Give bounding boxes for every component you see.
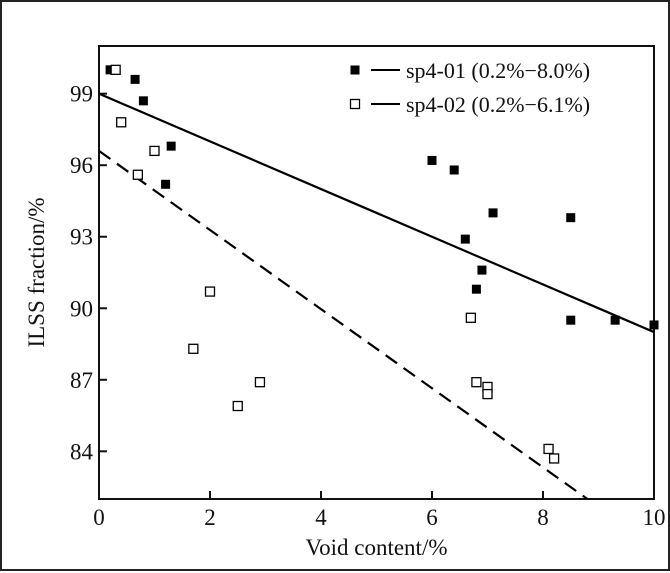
plot-area (98, 45, 655, 500)
y-axis-title: ILSS fraction/% (24, 197, 49, 347)
data-point-sp4-01 (566, 315, 576, 325)
fit-line-sp4-02 (99, 150, 589, 499)
x-tick-label: 8 (537, 505, 549, 530)
legend-marker-sp4-02 (349, 98, 361, 110)
data-point-sp4-01 (166, 141, 176, 151)
data-point-sp4-01 (105, 65, 115, 75)
data-point-sp4-02 (110, 64, 121, 75)
data-point-sp4-01 (566, 213, 576, 223)
legend-label-sp4-01: sp4-01 (0.2%−8.0%) (406, 58, 590, 83)
x-tick-label: 4 (315, 505, 327, 530)
data-point-sp4-02 (471, 377, 482, 388)
data-point-sp4-01 (449, 165, 459, 175)
data-point-sp4-02 (204, 286, 216, 297)
fit-line-sp4-01 (99, 92, 654, 334)
data-point-sp4-01 (649, 320, 659, 330)
legend-marker-sp4-01 (350, 65, 360, 75)
data-point-sp4-02 (188, 343, 199, 354)
x-axis-title: Void content/% (305, 535, 447, 560)
y-tick-label: 87 (70, 368, 93, 393)
data-point-sp4-02 (149, 145, 160, 157)
data-point-sp4-01 (471, 284, 481, 294)
data-point-sp4-02 (543, 443, 554, 455)
data-point-sp4-01 (130, 74, 140, 84)
data-point-sp4-01 (610, 315, 620, 325)
data-point-sp4-01 (138, 96, 148, 106)
data-point-sp4-01 (460, 234, 470, 244)
y-tick-label: 96 (70, 153, 93, 178)
data-point-sp4-02 (232, 400, 243, 412)
x-tick-label: 2 (204, 505, 216, 530)
y-tick-label: 84 (70, 439, 94, 464)
legend-label-sp4-02: sp4-02 (0.2%−6.1%) (406, 92, 590, 117)
data-point-sp4-02 (254, 377, 266, 388)
data-point-sp4-02 (465, 312, 477, 323)
data-point-sp4-01 (477, 265, 487, 275)
data-point-sp4-02 (482, 388, 493, 400)
legend: sp4-01 (0.2%−8.0%) sp4-02 (0.2%−6.1%) (349, 58, 590, 117)
y-tick-label: 93 (70, 225, 93, 250)
data-point-sp4-01 (488, 208, 498, 218)
axis-ticks: 0 2 4 6 8 10 84 87 90 93 96 99 (70, 82, 666, 530)
data-point-sp4-02 (132, 169, 144, 180)
data-point-sp4-02 (548, 453, 560, 464)
data-point-sp4-02 (116, 117, 127, 128)
y-tick-label: 99 (70, 82, 93, 107)
y-tick-label: 90 (70, 296, 93, 321)
x-tick-label: 6 (426, 505, 438, 530)
data-points (105, 64, 659, 464)
x-tick-label: 0 (93, 505, 105, 530)
x-tick-label: 10 (643, 505, 666, 530)
data-point-sp4-01 (161, 179, 171, 189)
data-point-sp4-01 (427, 155, 437, 165)
fit-lines (99, 92, 654, 499)
